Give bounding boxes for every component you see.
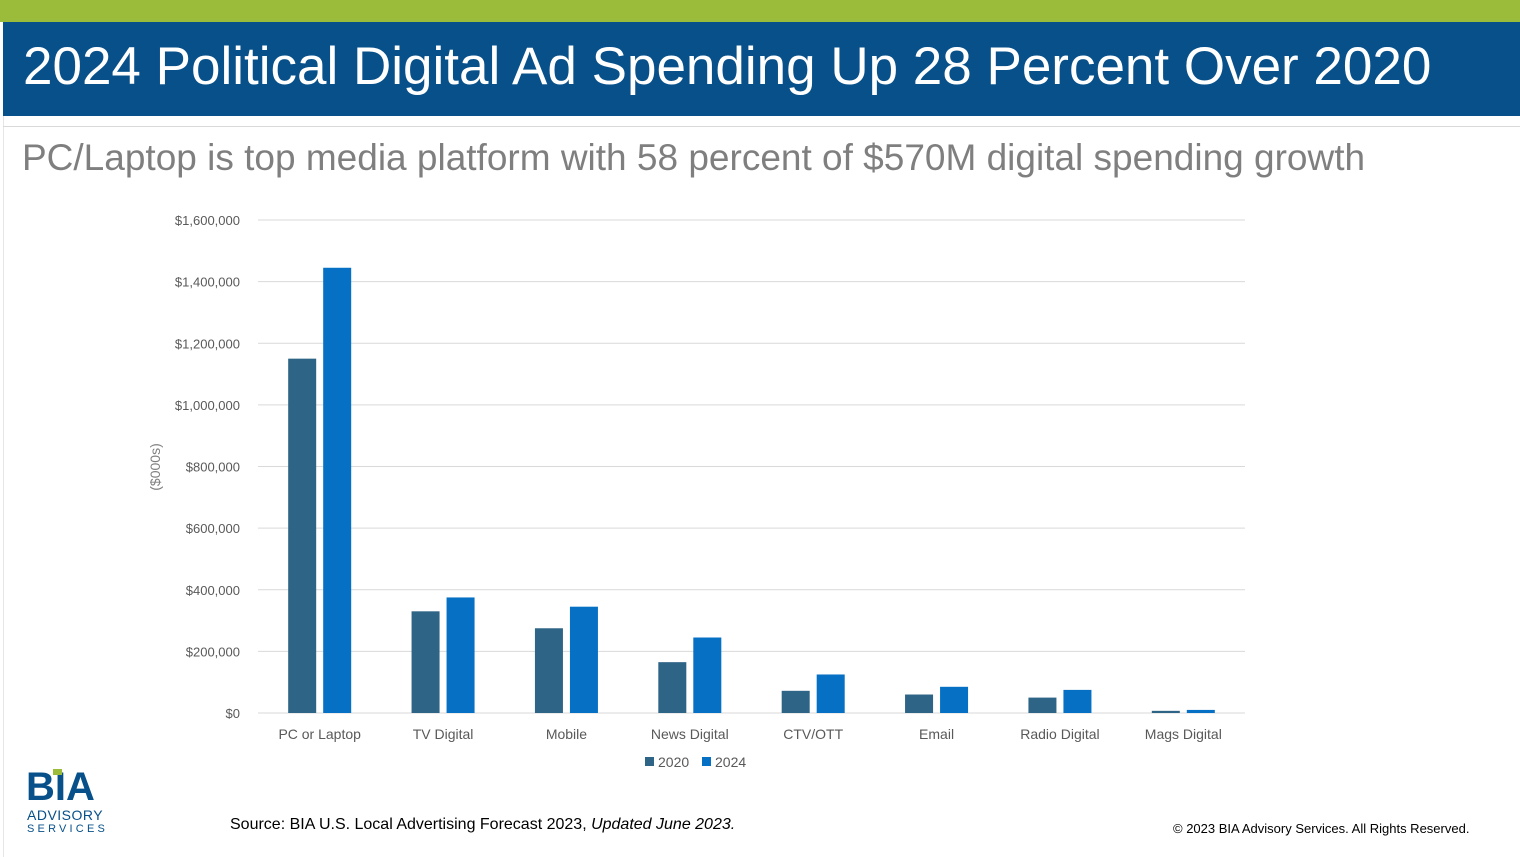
x-category-label: CTV/OTT: [783, 726, 843, 742]
chart-gridlines: [258, 219, 1245, 714]
bar-2020-0: [288, 358, 317, 713]
x-axis-category-labels: PC or Laptop TV Digital Mobile News Digital…: [278, 726, 1221, 742]
logo-line-advisory: ADVISORY: [27, 807, 104, 823]
bar-2024-7: [1186, 709, 1215, 713]
title-bar: 2024 Political Digital Ad Spending Up 28…: [3, 22, 1520, 116]
logo-line-services: SERVICES: [27, 823, 109, 835]
legend-label: 2020: [658, 754, 689, 770]
source-text: Source: BIA U.S. Local Advertising Forec…: [230, 816, 592, 833]
y-tick-label: $0: [226, 706, 240, 721]
bia-logo: BIA ADVISORY SERVICES: [26, 765, 126, 845]
y-axis-label: ($000s): [147, 443, 163, 490]
source-updated: Updated June 2023.: [591, 816, 736, 833]
y-tick-label: $800,000: [186, 460, 240, 475]
bar-2020-7: [1151, 710, 1180, 713]
y-tick-label: $1,000,000: [175, 398, 240, 413]
bar-chart: $0 $200,000 $400,000 $600,000 $800,000 $1,000…: [147, 213, 1245, 770]
title-divider: [3, 126, 1520, 127]
content-border: [3, 116, 4, 857]
chart-legend: 2020 2024: [645, 754, 746, 770]
bar-2020-2: [534, 628, 563, 713]
y-tick-label: $1,400,000: [175, 275, 240, 290]
y-tick-label: $400,000: [186, 583, 240, 598]
bar-2024-0: [323, 267, 352, 713]
copyright-note: © 2023 BIA Advisory Services. All Rights…: [1173, 821, 1470, 836]
bar-2024-1: [446, 597, 475, 713]
x-category-label: Radio Digital: [1020, 726, 1099, 742]
y-tick-label: $1,200,000: [175, 336, 240, 351]
accent-stripe: [0, 0, 1520, 22]
x-category-label: Mags Digital: [1145, 726, 1222, 742]
bar-2024-3: [693, 637, 722, 713]
logo-accent-mark: [53, 769, 62, 775]
bar-2020-1: [411, 611, 440, 713]
legend-swatch: [702, 757, 711, 766]
x-category-label: TV Digital: [413, 726, 474, 742]
bar-2020-5: [905, 694, 934, 713]
bar-2020-4: [781, 690, 810, 713]
x-category-label: Mobile: [546, 726, 587, 742]
x-category-label: Email: [919, 726, 954, 742]
x-category-label: PC or Laptop: [278, 726, 361, 742]
chart-bars: [288, 267, 1215, 713]
y-tick-label: $1,600,000: [175, 213, 240, 228]
bar-2024-5: [940, 686, 969, 713]
y-axis-tick-labels: $0 $200,000 $400,000 $600,000 $800,000 $1,000…: [175, 213, 240, 721]
legend-label: 2024: [715, 754, 746, 770]
bar-2020-6: [1028, 697, 1057, 713]
source-note: Source: BIA U.S. Local Advertising Forec…: [230, 815, 735, 835]
y-tick-label: $200,000: [186, 644, 240, 659]
legend-swatch: [645, 757, 654, 766]
bar-2024-4: [816, 674, 845, 713]
slide-title: 2024 Political Digital Ad Spending Up 28…: [23, 37, 1432, 96]
slide-subtitle: PC/Laptop is top media platform with 58 …: [22, 137, 1366, 178]
x-category-label: News Digital: [651, 726, 729, 742]
bar-2020-3: [658, 662, 687, 713]
bar-2024-2: [569, 606, 598, 713]
y-tick-label: $600,000: [186, 521, 240, 536]
bar-2024-6: [1063, 689, 1092, 713]
